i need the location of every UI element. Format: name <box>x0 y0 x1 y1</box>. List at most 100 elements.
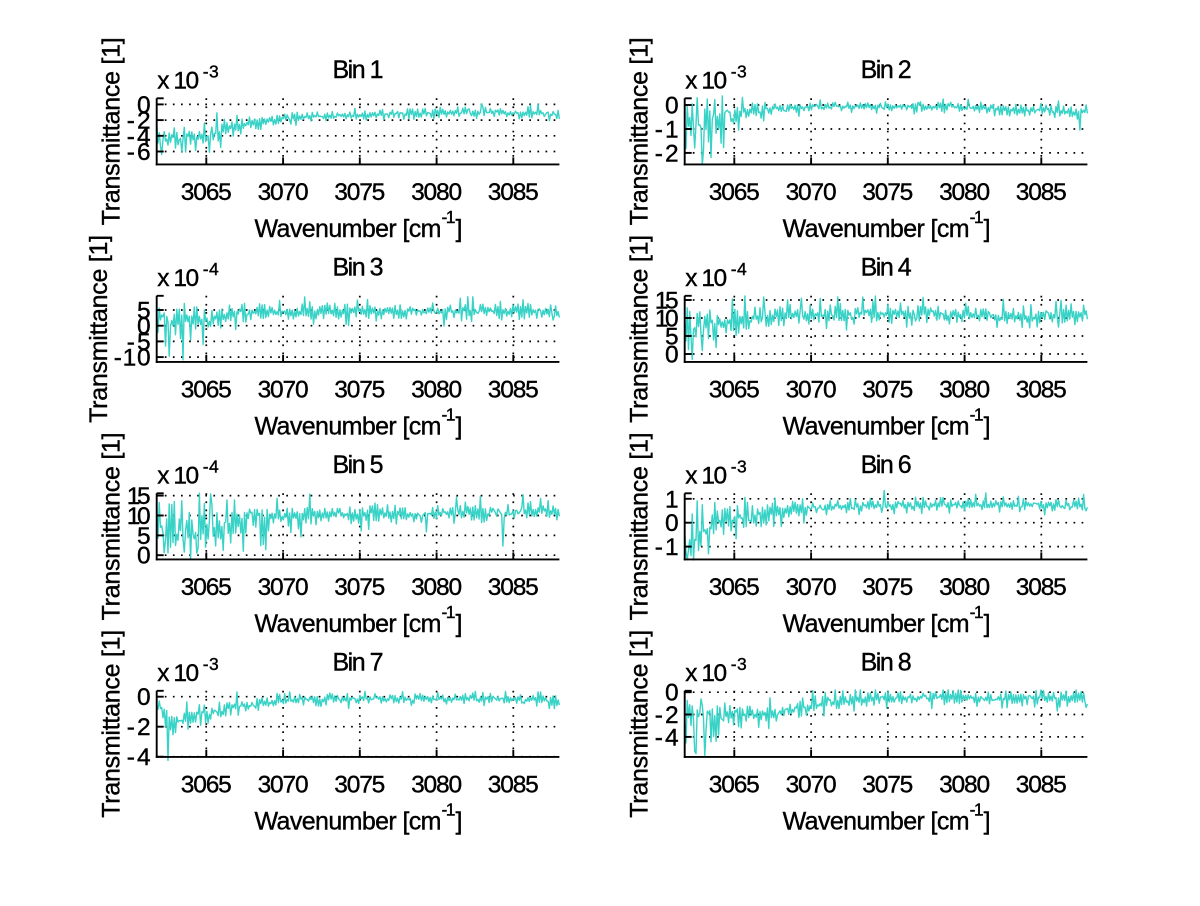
svg-text:0: 0 <box>137 313 151 340</box>
svg-text:3075: 3075 <box>334 377 385 404</box>
svg-text:]: ] <box>984 808 991 836</box>
svg-text:3085: 3085 <box>488 179 539 206</box>
svg-text:-1: -1 <box>970 800 984 820</box>
svg-text:5: 5 <box>137 523 151 550</box>
svg-text:x 10: x 10 <box>157 265 199 292</box>
svg-text:3070: 3070 <box>258 179 309 206</box>
svg-text:0: 0 <box>665 342 679 369</box>
svg-text:Wavenumber [cm: Wavenumber [cm <box>783 413 970 441</box>
svg-text:-3: -3 <box>731 457 747 477</box>
svg-text:3075: 3075 <box>862 772 913 799</box>
svg-text:3080: 3080 <box>411 772 462 799</box>
svg-text:-3: -3 <box>203 62 219 82</box>
svg-text:x 10: x 10 <box>685 660 727 687</box>
svg-text:-3: -3 <box>731 654 747 674</box>
svg-text:15: 15 <box>655 288 679 315</box>
svg-text:5: 5 <box>665 324 679 351</box>
svg-text:-1: -1 <box>970 602 984 622</box>
svg-text:Transmittance [1]: Transmittance [1] <box>625 37 653 225</box>
svg-text:]: ] <box>456 413 463 441</box>
svg-text:3065: 3065 <box>709 772 760 799</box>
svg-text:]: ] <box>456 808 463 836</box>
svg-text:3085: 3085 <box>488 772 539 799</box>
svg-text:0: 0 <box>137 543 151 570</box>
svg-text:x 10: x 10 <box>685 265 727 292</box>
svg-text:-2: -2 <box>127 714 151 741</box>
svg-text:Wavenumber [cm: Wavenumber [cm <box>255 413 442 441</box>
svg-text:Wavenumber [cm: Wavenumber [cm <box>255 215 442 243</box>
svg-text:3080: 3080 <box>411 377 462 404</box>
svg-text:-4: -4 <box>203 259 219 279</box>
svg-text:3070: 3070 <box>258 772 309 799</box>
svg-text:Wavenumber [cm: Wavenumber [cm <box>783 610 970 638</box>
svg-text:3080: 3080 <box>939 772 990 799</box>
svg-text:x 10: x 10 <box>685 463 727 490</box>
svg-text:3080: 3080 <box>939 574 990 601</box>
svg-text:3080: 3080 <box>411 574 462 601</box>
svg-text:0: 0 <box>137 684 151 711</box>
svg-text:5: 5 <box>137 298 151 325</box>
svg-text:3085: 3085 <box>488 377 539 404</box>
svg-text:Transmittance [1]: Transmittance [1] <box>97 630 125 818</box>
svg-text:Wavenumber [cm: Wavenumber [cm <box>255 808 442 836</box>
svg-text:Transmittance [1]: Transmittance [1] <box>97 432 125 620</box>
svg-text:3070: 3070 <box>786 179 837 206</box>
svg-text:-4: -4 <box>731 259 747 279</box>
svg-text:Bin 4: Bin 4 <box>861 254 912 282</box>
svg-text:3085: 3085 <box>1016 772 1067 799</box>
svg-text:-5: -5 <box>127 329 151 356</box>
svg-text:-1: -1 <box>442 602 456 622</box>
svg-text:3085: 3085 <box>1016 574 1067 601</box>
svg-text:-2: -2 <box>655 140 679 167</box>
svg-text:3070: 3070 <box>786 377 837 404</box>
svg-text:3070: 3070 <box>786 574 837 601</box>
svg-text:Transmittance [1]: Transmittance [1] <box>625 630 653 818</box>
svg-text:3065: 3065 <box>181 179 232 206</box>
svg-text:3085: 3085 <box>1016 377 1067 404</box>
svg-text:3070: 3070 <box>258 574 309 601</box>
svg-text:Bin 3: Bin 3 <box>333 254 384 282</box>
svg-text:-1: -1 <box>442 207 456 227</box>
svg-text:-6: -6 <box>127 139 151 166</box>
svg-text:-3: -3 <box>203 654 219 674</box>
svg-text:3080: 3080 <box>411 179 462 206</box>
svg-text:Bin 1: Bin 1 <box>333 56 384 84</box>
svg-text:-1: -1 <box>655 117 679 144</box>
svg-text:3080: 3080 <box>939 377 990 404</box>
svg-text:]: ] <box>456 610 463 638</box>
svg-text:x 10: x 10 <box>157 660 199 687</box>
svg-text:Transmittance [1]: Transmittance [1] <box>97 37 125 225</box>
svg-text:x 10: x 10 <box>685 68 727 95</box>
svg-text:3075: 3075 <box>334 772 385 799</box>
svg-text:x 10: x 10 <box>157 463 199 490</box>
svg-text:-2: -2 <box>655 702 679 729</box>
svg-text:Transmittance [1]: Transmittance [1] <box>625 432 653 620</box>
svg-text:-4: -4 <box>127 123 151 150</box>
svg-text:3085: 3085 <box>488 574 539 601</box>
svg-text:]: ] <box>984 215 991 243</box>
svg-text:]: ] <box>456 215 463 243</box>
svg-text:3085: 3085 <box>1016 179 1067 206</box>
svg-text:3070: 3070 <box>786 772 837 799</box>
svg-text:-1: -1 <box>655 534 679 561</box>
svg-text:-4: -4 <box>655 724 679 751</box>
svg-text:Transmittance [1]: Transmittance [1] <box>85 235 113 423</box>
svg-text:3065: 3065 <box>709 574 760 601</box>
svg-text:-4: -4 <box>203 457 219 477</box>
svg-text:Bin 8: Bin 8 <box>861 649 912 677</box>
svg-text:15: 15 <box>127 483 151 510</box>
svg-text:0: 0 <box>137 92 151 119</box>
svg-text:3065: 3065 <box>181 772 232 799</box>
svg-text:Wavenumber [cm: Wavenumber [cm <box>783 808 970 836</box>
svg-text:]: ] <box>984 610 991 638</box>
svg-text:Bin 6: Bin 6 <box>861 451 912 479</box>
svg-text:Transmittance [1]: Transmittance [1] <box>625 235 653 423</box>
svg-text:3075: 3075 <box>862 179 913 206</box>
svg-text:3065: 3065 <box>709 377 760 404</box>
svg-text:Wavenumber [cm: Wavenumber [cm <box>783 215 970 243</box>
svg-text:-1: -1 <box>442 800 456 820</box>
svg-text:3075: 3075 <box>334 574 385 601</box>
svg-text:3075: 3075 <box>862 574 913 601</box>
svg-text:3075: 3075 <box>862 377 913 404</box>
svg-text:3065: 3065 <box>181 377 232 404</box>
